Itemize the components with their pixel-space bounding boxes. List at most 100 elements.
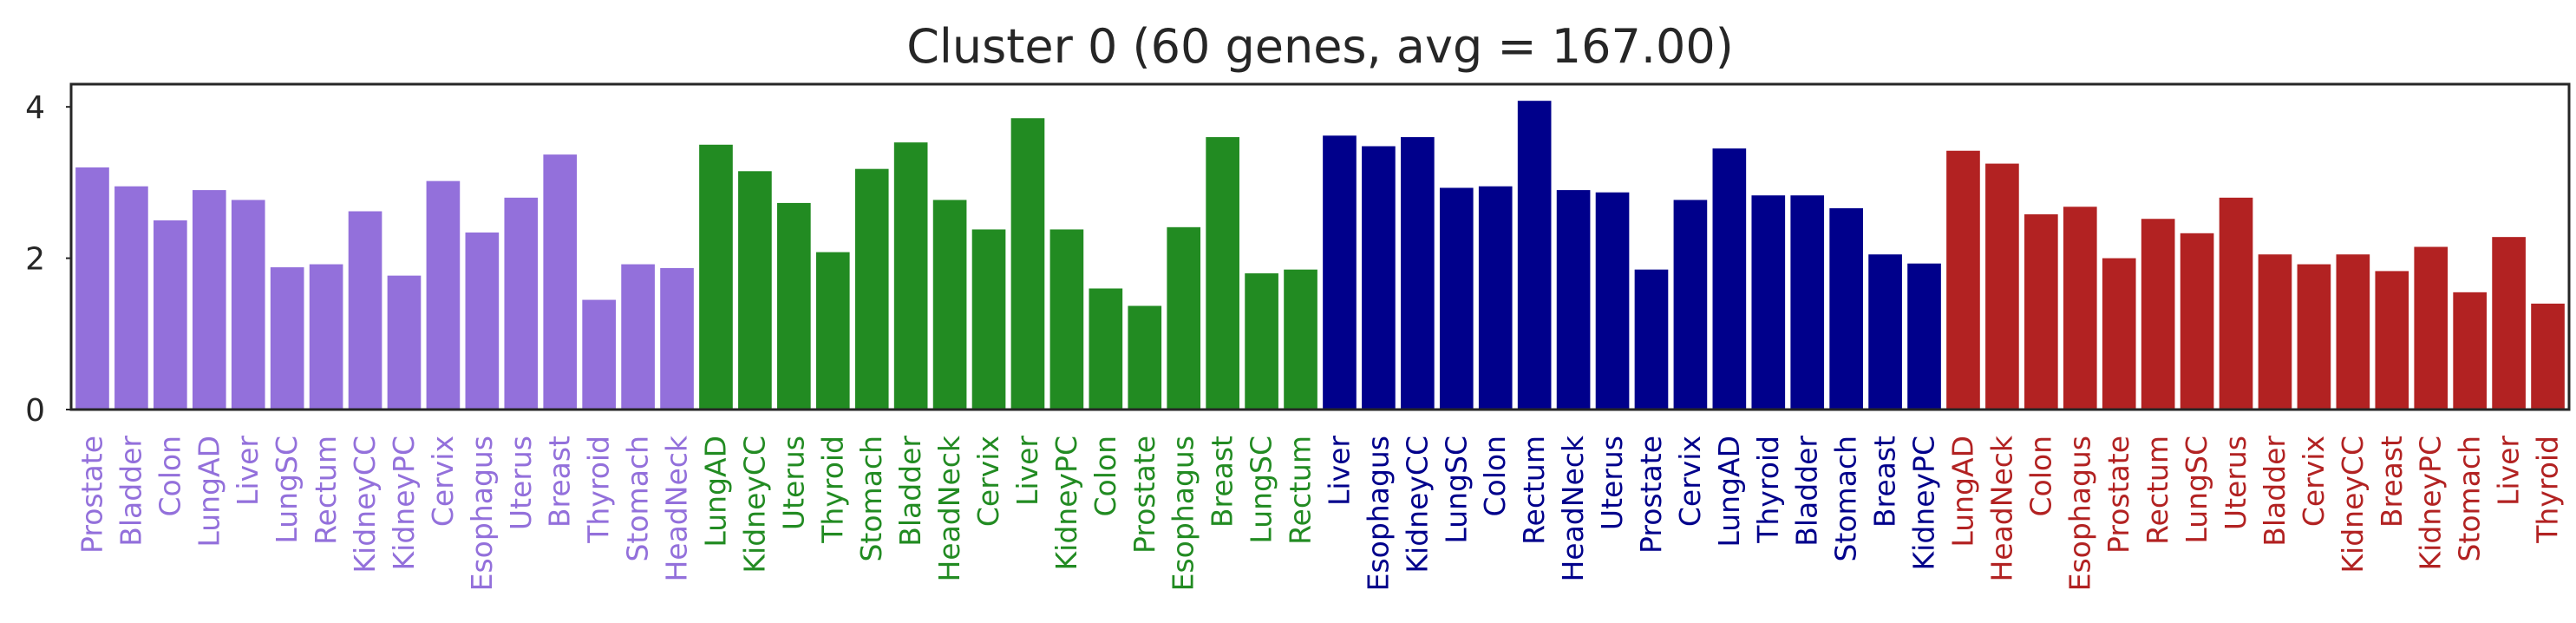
x-tick-label: Cervix [1673,436,1707,527]
bar-colon-g1 [154,220,187,410]
bar-liver-g2 [1010,118,1045,410]
x-tick-label: LungSC [1439,436,1473,544]
x-tick-label: Bladder [1790,436,1824,547]
bar-rectum-g1 [309,264,343,410]
bar-liver-g1 [231,200,265,410]
bar-kidneypc-g4 [2414,246,2449,410]
bar-stomach-g1 [621,264,655,410]
x-tick-label: Prostate [1128,436,1161,554]
x-tick-label: Bladder [2258,436,2292,547]
x-tick-label: KidneyPC [1907,436,1941,570]
x-tick-label: Liver [2492,436,2526,506]
bar-lungad-g4 [1946,150,1980,410]
x-tick-label: Thyroid [815,436,849,544]
bar-kidneypc-g2 [1049,229,1084,410]
bar-colon-g3 [1478,186,1513,410]
x-tick-label: Rectum [309,436,343,545]
x-tick-label: Liver [1322,436,1356,506]
x-tick-label: Bladder [114,436,147,547]
x-tick-label: Cervix [971,436,1005,527]
plot-frame [69,82,2571,411]
x-tick-label: Bladder [893,436,927,547]
y-tick-label: 2 [25,242,45,278]
bar-prostate-g3 [1634,269,1669,410]
x-tick-label: HeadNeck [660,435,694,581]
x-tick-label: Esophagus [1361,436,1395,591]
x-tick-label: Breast [543,436,577,528]
bar-cervix-g2 [971,229,1006,410]
x-tick-label: LungSC [2180,436,2213,544]
x-tick-label: LungAD [698,436,732,548]
y-tick-label: 0 [25,393,45,429]
x-tick-label: Colon [1478,436,1512,517]
x-tick-label: Prostate [75,436,108,554]
x-tick-label: Cervix [2297,436,2331,527]
bar-breast-g2 [1206,137,1239,410]
x-tick-label: Uterus [504,436,538,530]
bar-bladder-g1 [114,186,148,410]
bar-kidneycc-g3 [1401,137,1435,410]
x-tick-label: Thyroid [1751,436,1785,544]
bar-esophagus-g3 [1362,146,1396,410]
x-tick-label: KidneyPC [387,436,421,570]
x-tick-label: Esophagus [1167,436,1200,591]
bar-kidneycc-g1 [348,211,382,410]
bar-lungsc-g4 [2180,233,2214,410]
x-tick-label: Breast [2375,436,2409,528]
x-tick-label: LungAD [1712,436,1746,548]
bar-esophagus-g2 [1167,226,1201,410]
bar-thyroid-g2 [815,252,850,410]
bar-breast-g4 [2375,271,2409,410]
x-tick-label: Uterus [1595,436,1629,530]
x-tick-label: HeadNeck [1984,435,2018,581]
bar-stomach-g3 [1829,208,1863,410]
bar-lungad-g1 [192,190,226,410]
bar-liver-g4 [2492,237,2526,410]
bar-lungad-g2 [699,144,733,410]
bar-uterus-g1 [504,197,539,410]
y-axis: 0 2 4 [25,90,71,429]
bar-headneck-g1 [660,267,694,410]
bar-cervix-g1 [426,180,461,410]
x-tick-label: KidneyCC [2336,436,2370,574]
x-tick-label: Prostate [1634,436,1668,554]
bar-stomach-g2 [854,168,889,410]
x-tick-label: KidneyPC [2414,436,2448,570]
x-tick-label: Prostate [2102,436,2135,554]
chart-title: Cluster 0 (60 genes, avg = 167.00) [906,19,1734,74]
x-tick-label: KidneyCC [1400,436,1434,574]
bar-rectum-g4 [2141,219,2175,410]
x-tick-label: Uterus [2219,436,2252,530]
bar-kidneycc-g4 [2336,254,2370,410]
bar-cervix-g4 [2297,264,2331,410]
x-tick-label: Breast [1868,436,1902,528]
x-tick-label: Rectum [1517,436,1551,545]
bar-stomach-g4 [2453,292,2487,410]
x-tick-label: Liver [1010,436,1044,506]
bar-uterus-g4 [2219,197,2253,410]
bar-kidneycc-g2 [738,171,772,410]
bars-layer [75,101,2565,410]
bar-cervix-g3 [1673,200,1708,410]
x-tick-label: Breast [1206,436,1239,528]
x-tick-label: KidneyCC [737,436,771,574]
bar-colon-g4 [2024,214,2058,410]
bar-prostate-g4 [2102,258,2136,410]
bar-headneck-g4 [1985,163,2019,410]
y-tick-label: 4 [25,90,45,126]
x-tick-label: Thyroid [582,436,616,544]
bar-lungsc-g2 [1245,273,1278,410]
bar-prostate-g2 [1128,305,1162,410]
x-tick-label: HeadNeck [932,435,966,581]
x-tick-label: HeadNeck [1556,435,1590,581]
x-tick-label: LungAD [1945,436,1979,548]
bar-kidneypc-g3 [1907,263,1941,410]
x-tick-label: Colon [153,436,186,517]
bar-breast-g1 [543,154,578,410]
bar-headneck-g3 [1556,190,1591,410]
bar-uterus-g2 [777,202,811,410]
bar-thyroid-g4 [2531,303,2565,410]
x-tick-label: LungSC [270,436,304,544]
bar-esophagus-g1 [465,232,500,410]
